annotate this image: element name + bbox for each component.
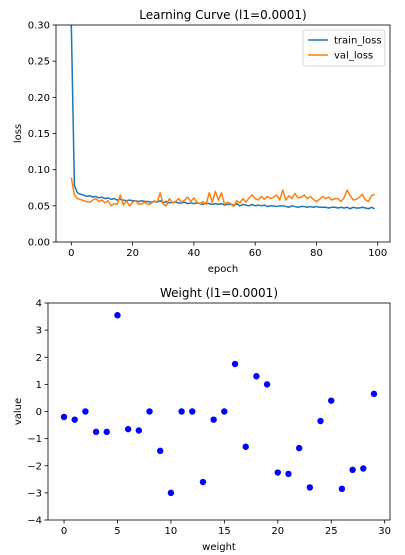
y-tick-label: 0.05 [28, 201, 50, 212]
scatter-point [231, 360, 239, 368]
scatter-point [306, 484, 314, 491]
x-axis-label: epoch [208, 264, 238, 275]
scatter-point [103, 428, 110, 436]
y-axis-label: loss [13, 124, 24, 143]
y-axis-ticks: 0.00 0.05 0.10 0.15 0.20 0.25 0.30 [28, 21, 56, 249]
scatter-point [135, 427, 143, 434]
scatter-point [274, 469, 281, 476]
x-tick-label: 30 [378, 526, 391, 537]
x-tick-label: 0 [61, 526, 67, 537]
scatter-point [92, 428, 100, 436]
y-tick-label: −2 [27, 461, 42, 472]
x-tick-label: 5 [114, 526, 120, 537]
y-tick-label: 0.20 [28, 93, 50, 104]
scatter-point [328, 397, 335, 404]
scatter-point [157, 447, 164, 455]
x-axis-ticks: 0 20 40 60 80 100 [68, 242, 387, 259]
y-tick-label: −4 [27, 516, 42, 527]
legend-label: val_loss [334, 51, 373, 62]
y-tick-label: 2 [36, 353, 42, 364]
y-tick-label: −1 [27, 434, 42, 445]
x-tick-label: 40 [188, 248, 201, 259]
scatter-point [82, 408, 89, 415]
y-tick-label: 4 [36, 299, 42, 310]
scatter-point [189, 408, 196, 415]
scatter-point [295, 444, 303, 452]
scatter-point [221, 408, 228, 415]
y-tick-label: 0.00 [28, 238, 50, 249]
scatter-point [317, 417, 324, 425]
plot-lines [70, 25, 376, 210]
series-line-val-loss [70, 177, 376, 208]
scatter-point [199, 478, 207, 486]
y-tick-label: 0.25 [28, 57, 50, 68]
x-tick-label: 80 [310, 248, 323, 259]
chart-title: Learning Curve (l1=0.0001) [139, 8, 307, 22]
x-tick-label: 25 [325, 526, 338, 537]
y-tick-label: 0 [36, 407, 42, 418]
scatter-point [167, 489, 175, 497]
scatter-point [263, 381, 271, 388]
scatter-point [71, 416, 78, 423]
y-tick-label: 0.15 [28, 129, 50, 140]
y-axis-ticks: −4 −3 −2 −1 0 1 2 3 4 [27, 299, 48, 527]
x-axis-ticks: 0 5 10 15 20 25 30 [61, 520, 391, 537]
scatter-point [370, 390, 378, 398]
scatter-point [124, 425, 132, 433]
learning-curve-chart: Learning Curve (l1=0.0001) 0 20 40 60 80 100 … [13, 8, 391, 275]
x-axis-label: weight [202, 542, 236, 553]
scatter-point [146, 408, 153, 415]
scatter-point [338, 485, 346, 493]
legend-box [302, 29, 386, 67]
legend-label: train_loss [334, 36, 382, 47]
scatter-point [242, 443, 249, 450]
x-tick-label: 20 [126, 248, 139, 259]
x-tick-label: 15 [218, 526, 231, 537]
y-tick-label: 1 [36, 380, 42, 391]
x-tick-label: 20 [271, 526, 284, 537]
x-tick-label: 100 [368, 248, 387, 259]
legend: train_loss val_loss [302, 29, 386, 67]
y-tick-label: 0.10 [28, 165, 50, 176]
x-tick-label: 10 [165, 526, 178, 537]
y-tick-label: 3 [36, 326, 42, 337]
scatter-point [253, 373, 260, 380]
y-tick-label: 0.30 [28, 21, 50, 32]
scatter-point [349, 466, 356, 474]
y-tick-label: −3 [27, 488, 42, 499]
scatter-point [60, 413, 68, 421]
scatter-point [285, 470, 292, 478]
x-tick-label: 0 [68, 248, 74, 259]
scatter-point [178, 408, 185, 415]
y-axis-label: value [13, 398, 24, 425]
plot-frame [47, 302, 391, 521]
chart-title: Weight (l1=0.0001) [160, 286, 278, 300]
scatter-point [210, 416, 217, 423]
x-tick-label: 60 [249, 248, 262, 259]
scatter-point [360, 465, 367, 472]
plot-frame [55, 24, 391, 243]
scatter-point [114, 312, 121, 319]
weight-scatter-chart: Weight (l1=0.0001) 0 5 10 15 20 25 30 −4−3−2−1… [13, 286, 391, 553]
scatter-points [60, 312, 378, 497]
